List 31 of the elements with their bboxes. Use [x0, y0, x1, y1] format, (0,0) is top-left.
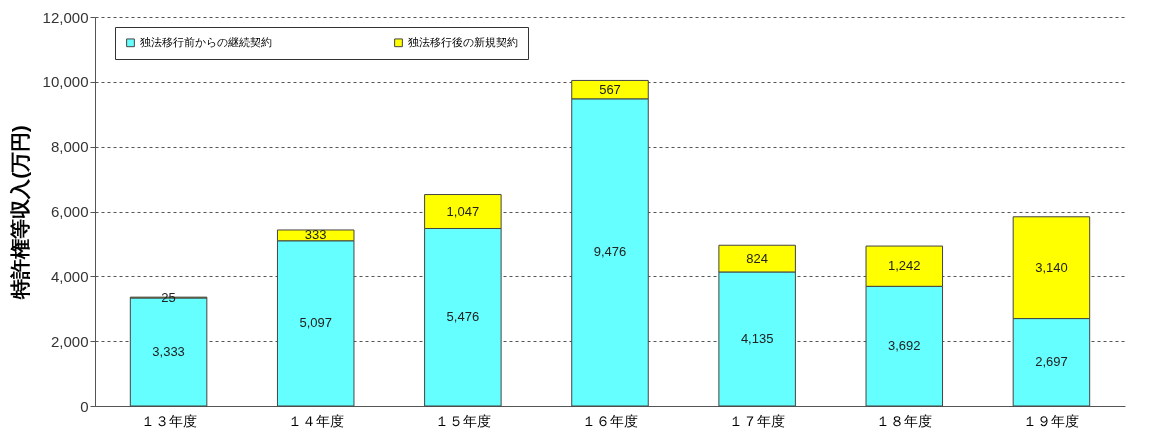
data-label: 3,692 [888, 338, 921, 354]
x-tick-label: １８年度 [876, 412, 933, 429]
data-label: 1,242 [888, 258, 921, 274]
y-axis-title: 特許権等収入(万円) [8, 125, 31, 300]
x-tick-label: １４年度 [287, 412, 344, 429]
data-label: 4,135 [740, 330, 774, 346]
y-tick-label: 8,000 [50, 138, 89, 156]
data-label: 5,097 [299, 315, 332, 331]
data-label: 333 [304, 227, 327, 243]
x-tick-label: １５年度 [434, 412, 491, 429]
x-tick-label: １７年度 [729, 412, 786, 429]
y-tick-label: 4,000 [50, 267, 89, 285]
x-tick-label: １９年度 [1023, 412, 1080, 429]
data-label: 567 [599, 81, 621, 97]
y-tick-label: 10,000 [42, 73, 89, 91]
x-tick-label: １３年度 [140, 412, 197, 429]
y-tick-label: 6,000 [50, 203, 89, 220]
data-label: 25 [161, 289, 176, 305]
y-tick-label: 0 [80, 397, 89, 415]
y-tick-label: 2,000 [50, 332, 89, 350]
legend-label: 独法移行後の新規契約 [408, 35, 518, 48]
data-label: 5,476 [446, 309, 480, 325]
x-tick-label: １６年度 [582, 412, 638, 429]
legend-label: 独法移行前からの継続契約 [140, 35, 272, 48]
data-label: 2,697 [1035, 354, 1068, 370]
y-tick-label: 12,000 [42, 8, 89, 26]
data-label: 1,047 [446, 203, 480, 219]
data-label: 9,476 [593, 244, 627, 260]
data-label: 824 [746, 250, 768, 266]
data-label: 3,333 [152, 343, 185, 359]
data-label: 3,140 [1035, 259, 1068, 275]
